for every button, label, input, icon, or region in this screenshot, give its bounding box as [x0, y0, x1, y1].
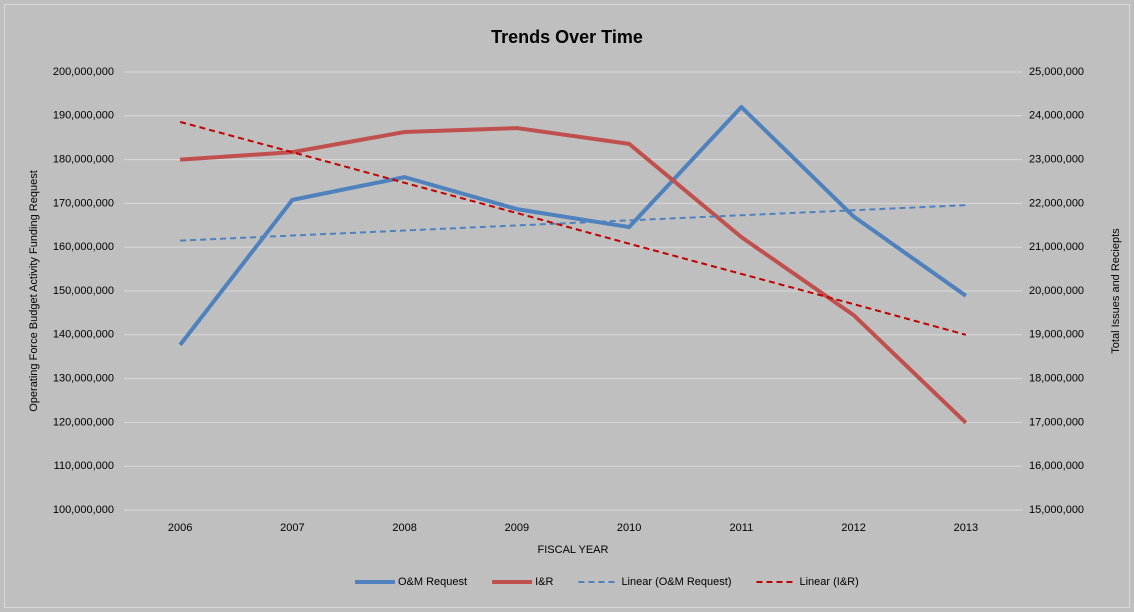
y2-tick-label: 17,000,000 — [1029, 416, 1084, 428]
y-tick-label: 130,000,000 — [53, 373, 114, 385]
x-tick-label: 2010 — [617, 522, 641, 534]
x-tick-label: 2011 — [730, 522, 754, 534]
x-tick-label: 2007 — [280, 522, 304, 534]
y2-tick-label: 23,000,000 — [1029, 154, 1084, 166]
y-tick-label: 190,000,000 — [53, 110, 114, 122]
legend-label: O&M Request — [398, 576, 467, 588]
y-tick-label: 140,000,000 — [53, 329, 114, 341]
legend-label: Linear (I&R) — [799, 576, 858, 588]
legend-label: Linear (O&M Request) — [621, 576, 731, 588]
trend-line — [180, 204, 966, 242]
y2-tick-label: 21,000,000 — [1029, 241, 1084, 253]
x-tick-label: 2008 — [392, 522, 416, 534]
x-tick-label: 2006 — [168, 522, 192, 534]
chart-border — [4, 4, 1130, 608]
y2-tick-label: 15,000,000 — [1029, 504, 1084, 516]
y-tick-label: 180,000,000 — [53, 154, 114, 166]
y2-tick-label: 25,000,000 — [1029, 66, 1084, 78]
y2-axis-title: Total Issues and Reciepts — [1110, 228, 1122, 354]
legend-label: I&R — [535, 576, 553, 588]
y-tick-label: 150,000,000 — [53, 285, 114, 297]
series-line — [179, 126, 968, 425]
chart-title: Trends Over Time — [491, 27, 643, 47]
y-tick-label: 100,000,000 — [53, 504, 114, 516]
y-tick-label: 160,000,000 — [53, 241, 114, 253]
y-axis-title: Operating Force Budget Activity Funding … — [28, 170, 40, 412]
x-tick-label: 2009 — [505, 522, 529, 534]
y2-tick-label: 16,000,000 — [1029, 460, 1084, 472]
y2-tick-label: 24,000,000 — [1029, 110, 1084, 122]
x-axis-title: FISCAL YEAR — [538, 544, 609, 556]
y2-tick-label: 22,000,000 — [1029, 197, 1084, 209]
y-tick-label: 170,000,000 — [53, 197, 114, 209]
y2-tick-label: 20,000,000 — [1029, 285, 1084, 297]
y2-tick-label: 18,000,000 — [1029, 373, 1084, 385]
y-tick-label: 200,000,000 — [53, 66, 114, 78]
y-tick-label: 110,000,000 — [54, 460, 114, 472]
x-tick-label: 2013 — [954, 522, 978, 534]
trend-line — [179, 120, 967, 336]
y2-tick-label: 19,000,000 — [1029, 329, 1084, 341]
x-tick-label: 2012 — [841, 522, 865, 534]
series-line — [178, 105, 968, 347]
y-tick-label: 120,000,000 — [53, 416, 114, 428]
